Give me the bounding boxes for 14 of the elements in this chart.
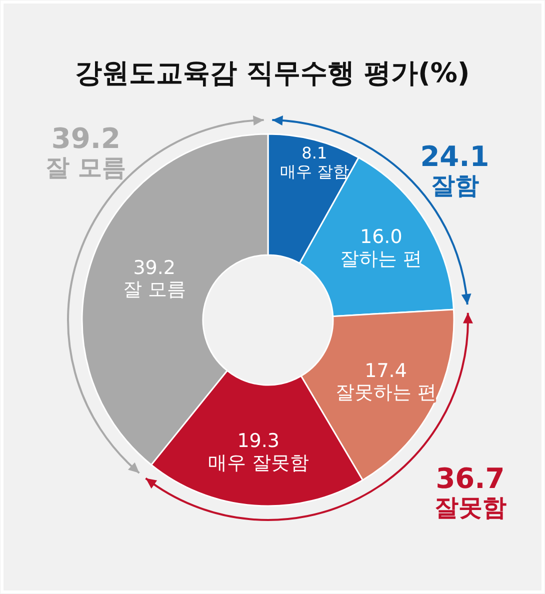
data-label: 19.3 bbox=[237, 430, 280, 452]
slice-label: 잘못하는 편 bbox=[335, 382, 436, 404]
slice-label: 매우 잘못함 bbox=[208, 452, 309, 474]
data-label: 8.1 bbox=[302, 144, 328, 163]
text: 24.1 잘함 bbox=[420, 140, 490, 200]
data-label: 16.0 bbox=[360, 226, 402, 248]
slice-label: 잘 모름 bbox=[122, 278, 186, 301]
slice-label: 잘하는 편 bbox=[340, 248, 422, 270]
text: 36.7 잘못함 bbox=[434, 462, 506, 522]
text: 39.2 잘 모름 bbox=[46, 122, 126, 182]
chart-title: 강원도교육감 직무수행 평가(%) bbox=[75, 58, 470, 89]
data-label: 39.2 bbox=[133, 256, 176, 279]
data-label: 17.4 bbox=[364, 360, 407, 382]
slice-label: 매우 잘함 bbox=[280, 162, 349, 182]
